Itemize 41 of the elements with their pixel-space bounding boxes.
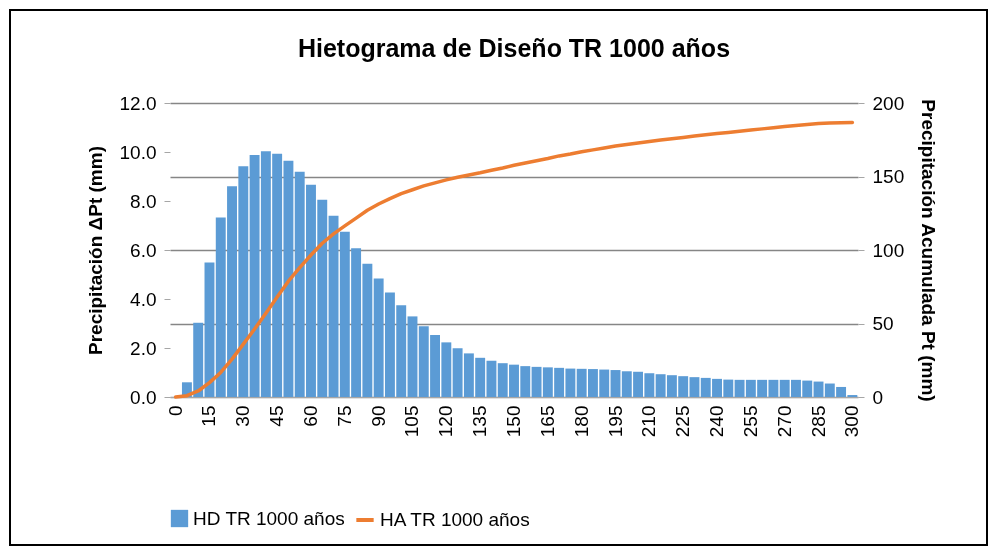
y-axis-title: Precipitación ΔPt (mm) [84,146,106,355]
y2-tick-label: 50 [872,313,894,334]
y2-tick-label: 100 [872,239,905,261]
legend-label: HA TR 1000 años [380,509,530,530]
x-tick-label: 135 [469,405,491,438]
chart-title: Hietograma de Diseño TR 1000 años [297,34,731,62]
x-tick-label: 75 [333,405,355,427]
line-series [173,120,855,399]
x-tick-label: 240 [706,405,728,438]
y-tick-label: 4.0 [130,288,157,310]
x-tick-label: 210 [638,405,660,438]
x-tick-label: 120 [435,405,457,438]
x-tick-label: 255 [739,405,761,438]
x-tick-label: 150 [503,405,524,438]
x-tick-label: 195 [604,405,626,438]
bar [610,370,621,397]
bar [407,316,418,397]
x-tick-label: 270 [773,405,795,438]
x-tick-label: 165 [536,405,558,438]
y-tick-label: 8.0 [130,190,157,212]
x-tick-label: 180 [570,405,592,438]
y2-tick-label: 200 [872,92,905,114]
y-tick-label: 12.0 [119,92,157,114]
y2-tick-label: 150 [872,166,905,187]
x-tick-label: 30 [232,405,254,427]
x-tick-label: 300 [841,405,863,438]
y-tick-label: 6.0 [130,239,157,261]
legend-label: HD TR 1000 años [193,507,345,529]
x-tick-label: 15 [198,405,220,427]
x-tick-label: 90 [367,405,389,427]
y-tick-label: 2.0 [130,337,157,359]
x-tick-label: 105 [401,405,423,438]
y-tick-label: 10.0 [119,141,157,163]
x-tick-label: 225 [672,405,694,438]
y2-tick-label: 0 [872,386,884,408]
x-tick-label: 0 [164,405,186,417]
x-tick-label: 285 [807,405,829,438]
y2-axis-title: Precipitación Acumulada Pt (mm) [918,99,940,402]
x-tick-label: 60 [299,405,321,427]
y-tick-label: 0.0 [130,386,157,408]
x-tick-label: 45 [266,405,288,427]
